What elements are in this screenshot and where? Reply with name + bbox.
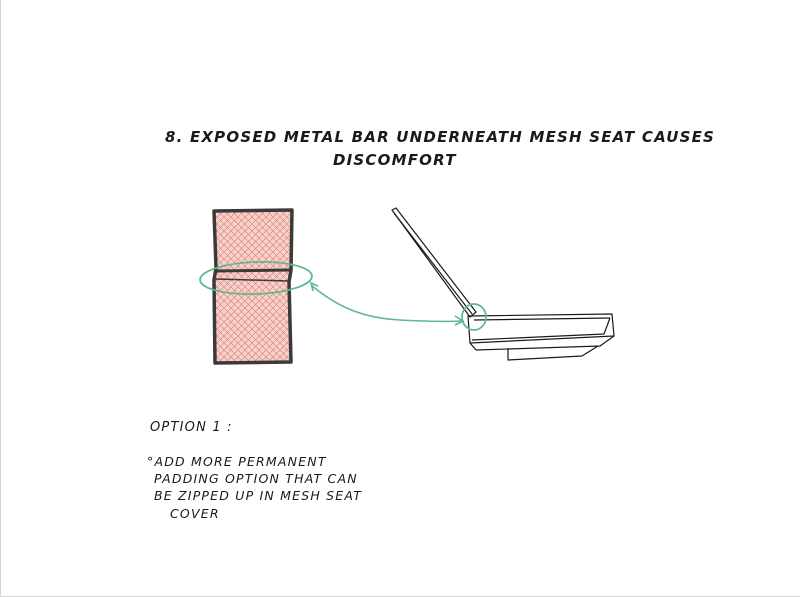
option-note-line: °ADD MORE PERMANENT [147,454,327,469]
option-note-line: PADDING OPTION THAT CAN [154,471,358,486]
title-line-2: DISCOMFORT [333,151,457,169]
title-line-1: 8. EXPOSED METAL BAR UNDERNEATH MESH SEA… [165,128,716,146]
connector-arrow [310,284,463,323]
option-heading: OPTION 1 : [150,420,233,435]
mesh-seat-top-view [212,208,294,365]
chair-side-view [391,207,615,361]
metal-bar-highlight-top [199,260,313,296]
arrow-head-left [309,281,319,292]
option-note-line: COVER [170,506,220,521]
metal-bar-highlight-side [461,303,487,331]
option-note-line: BE ZIPPED UP IN MESH SEAT [154,488,363,503]
